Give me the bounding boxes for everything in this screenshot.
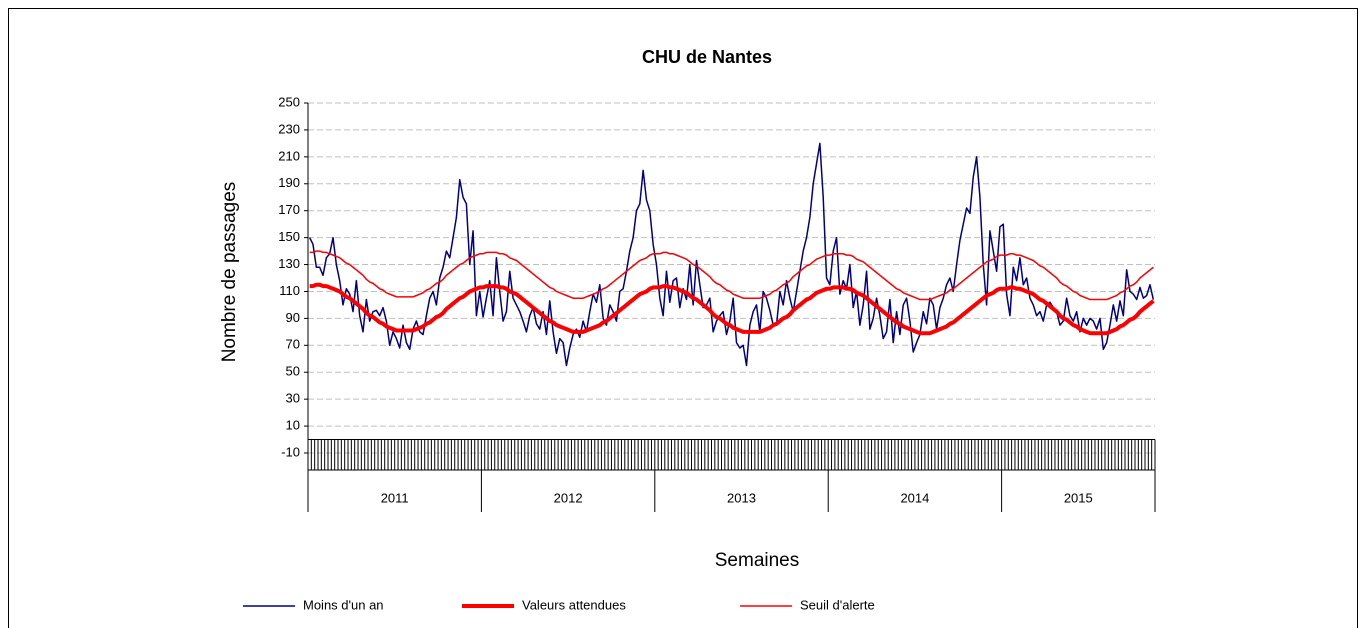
data-line <box>309 250 1154 301</box>
y-tick-label: 130 <box>278 256 300 271</box>
y-tick-label: 150 <box>278 229 300 244</box>
x-axis-label: Semaines <box>715 550 800 571</box>
legend-label: Seuil d'alerte <box>800 597 875 612</box>
chart-title: CHU de Nantes <box>642 47 772 67</box>
y-tick-label: 210 <box>278 148 300 163</box>
x-group-label: 2014 <box>900 490 929 505</box>
x-group-label: 2012 <box>554 490 583 505</box>
y-tick-label: 190 <box>278 175 300 190</box>
data-line <box>309 282 1155 336</box>
y-tick-label: 30 <box>286 391 300 406</box>
y-tick-label: 170 <box>278 202 300 217</box>
y-tick-label: 10 <box>286 418 300 433</box>
y-tick-label: 250 <box>278 94 300 109</box>
legend-label: Moins d'un an <box>303 597 384 612</box>
y-tick-label: 230 <box>278 121 300 136</box>
data-line <box>308 142 1155 367</box>
y-tick-label: 110 <box>279 283 300 298</box>
legend-label: Valeurs attendues <box>522 597 626 612</box>
x-group-label: 2015 <box>1064 490 1093 505</box>
y-tick-label: 90 <box>286 310 300 325</box>
y-tick-label: -10 <box>281 444 300 459</box>
y-tick-label: 50 <box>286 364 300 379</box>
x-group-label: 2011 <box>381 490 409 505</box>
y-tick-label: 70 <box>286 337 300 352</box>
x-group-label: 2013 <box>727 490 756 505</box>
y-axis-label: Nombre de passages <box>219 182 240 363</box>
